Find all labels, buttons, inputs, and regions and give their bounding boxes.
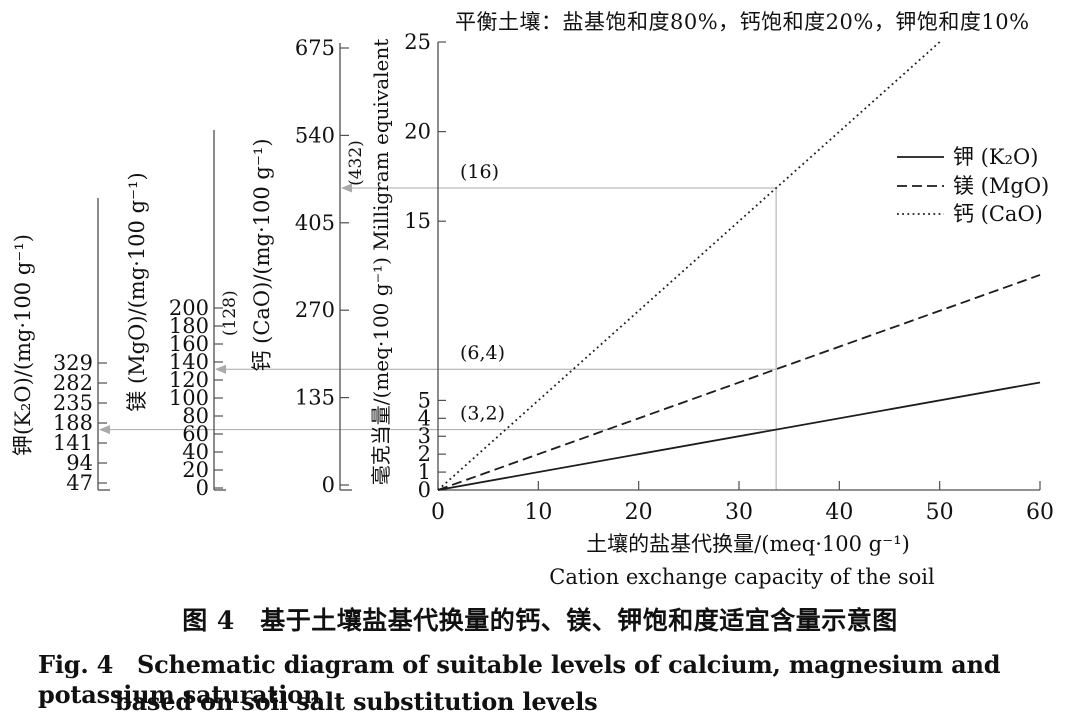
reference-value-label: (6,4): [460, 342, 505, 364]
secondary-tick-label: 675: [295, 36, 335, 60]
reference-value-label: (3,2): [460, 403, 505, 425]
x-tick-label: 50: [926, 500, 954, 525]
secondary-tick-label: 160: [169, 332, 209, 356]
meq-axis-title: 毫克当量/(meq·100 g⁻¹) Milligram equivalent: [369, 39, 393, 486]
secondary-tick-label: 282: [53, 371, 93, 395]
x-tick-label: 30: [725, 500, 753, 525]
secondary-tick-label: 120: [169, 368, 209, 392]
reference-value-label: (16): [460, 161, 499, 183]
secondary-tick-label: 100: [169, 386, 209, 410]
x-tick-label: 0: [431, 500, 445, 525]
x-tick-label: 20: [625, 500, 653, 525]
secondary-tick-label: 40: [182, 440, 209, 464]
x-tick-label: 10: [524, 500, 552, 525]
chart-canvas: (16)(432)(6,4)(128)(3,2)0 10 20 30 40 50 60土壤的…: [11, 30, 1054, 589]
secondary-tick-label: 140: [169, 350, 209, 374]
meq-tick-label: 3: [418, 424, 431, 448]
secondary-tick-label: 94: [66, 451, 93, 475]
balanced-soil-annotation: 平衡土壤：盐基饱和度80%，钙饱和度20%，钾饱和度10%: [455, 10, 1030, 34]
secondary-tick-label: 47: [66, 471, 93, 495]
x-tick-label: 60: [1026, 500, 1054, 525]
secondary-tick-label: 60: [182, 422, 209, 446]
secondary-tick-label: 329: [53, 351, 93, 375]
legend-label: 钙 (CaO): [953, 202, 1043, 226]
secondary-tick-label: 405: [295, 211, 335, 235]
reference-arrowhead: [215, 364, 226, 374]
series-line: [437, 274, 1041, 491]
reference-arrowhead: [341, 183, 352, 193]
reference-axis-value-label: (128): [220, 290, 240, 336]
secondary-tick-label: 0: [322, 473, 335, 497]
x-tick-label: 40: [825, 500, 853, 525]
figure-caption-en-line2: based on soil salt substitution levels: [115, 687, 598, 716]
meq-tick-label: 1: [418, 460, 431, 484]
figure-caption-en-line1: Fig. 4 Schematic diagram of suitable lev…: [38, 650, 1001, 709]
meq-tick-label: 4: [418, 406, 431, 430]
reference-axis-value-label: (432): [346, 140, 366, 186]
secondary-tick-label: 141: [53, 431, 93, 455]
secondary-tick-label: 0: [196, 476, 209, 500]
reference-arrowhead: [99, 425, 110, 435]
legend-label: 钾 (K₂O): [953, 145, 1038, 169]
meq-tick-label: 20: [404, 120, 431, 144]
secondary-axis-title: 钾(K₂O)/(mg·100 g⁻¹): [11, 234, 35, 456]
secondary-tick-label: 20: [182, 458, 209, 482]
secondary-axis-title: 钙 (CaO)/(mg·100 g⁻¹): [250, 138, 274, 371]
series-line: [437, 381, 1041, 491]
meq-tick-label: 0: [418, 478, 431, 502]
secondary-tick-label: 180: [169, 314, 209, 338]
secondary-tick-label: 200: [169, 296, 209, 320]
x-axis-title-en: Cation exchange capacity of the soil: [549, 565, 935, 589]
secondary-axis-title: 镁 (MgO)/(mg·100 g⁻¹): [125, 172, 149, 411]
meq-tick-label: 25: [404, 30, 431, 54]
meq-tick-label: 5: [418, 388, 431, 412]
secondary-tick-label: 270: [295, 298, 335, 322]
figure-caption-zh: 图 4 基于土壤盐基代换量的钙、镁、钾饱和度适宜含量示意图: [182, 606, 898, 635]
secondary-tick-label: 135: [295, 386, 335, 410]
secondary-tick-label: 80: [182, 404, 209, 428]
legend-label: 镁 (MgO): [953, 174, 1049, 198]
secondary-tick-label: 540: [295, 123, 335, 147]
meq-tick-label: 2: [418, 442, 431, 466]
secondary-tick-label: 235: [53, 391, 93, 415]
x-axis-title-zh: 土壤的盐基代换量/(meq·100 g⁻¹): [586, 532, 910, 556]
secondary-tick-label: 188: [53, 411, 93, 435]
series-line: [437, 41, 941, 491]
meq-tick-label: 15: [404, 209, 431, 233]
